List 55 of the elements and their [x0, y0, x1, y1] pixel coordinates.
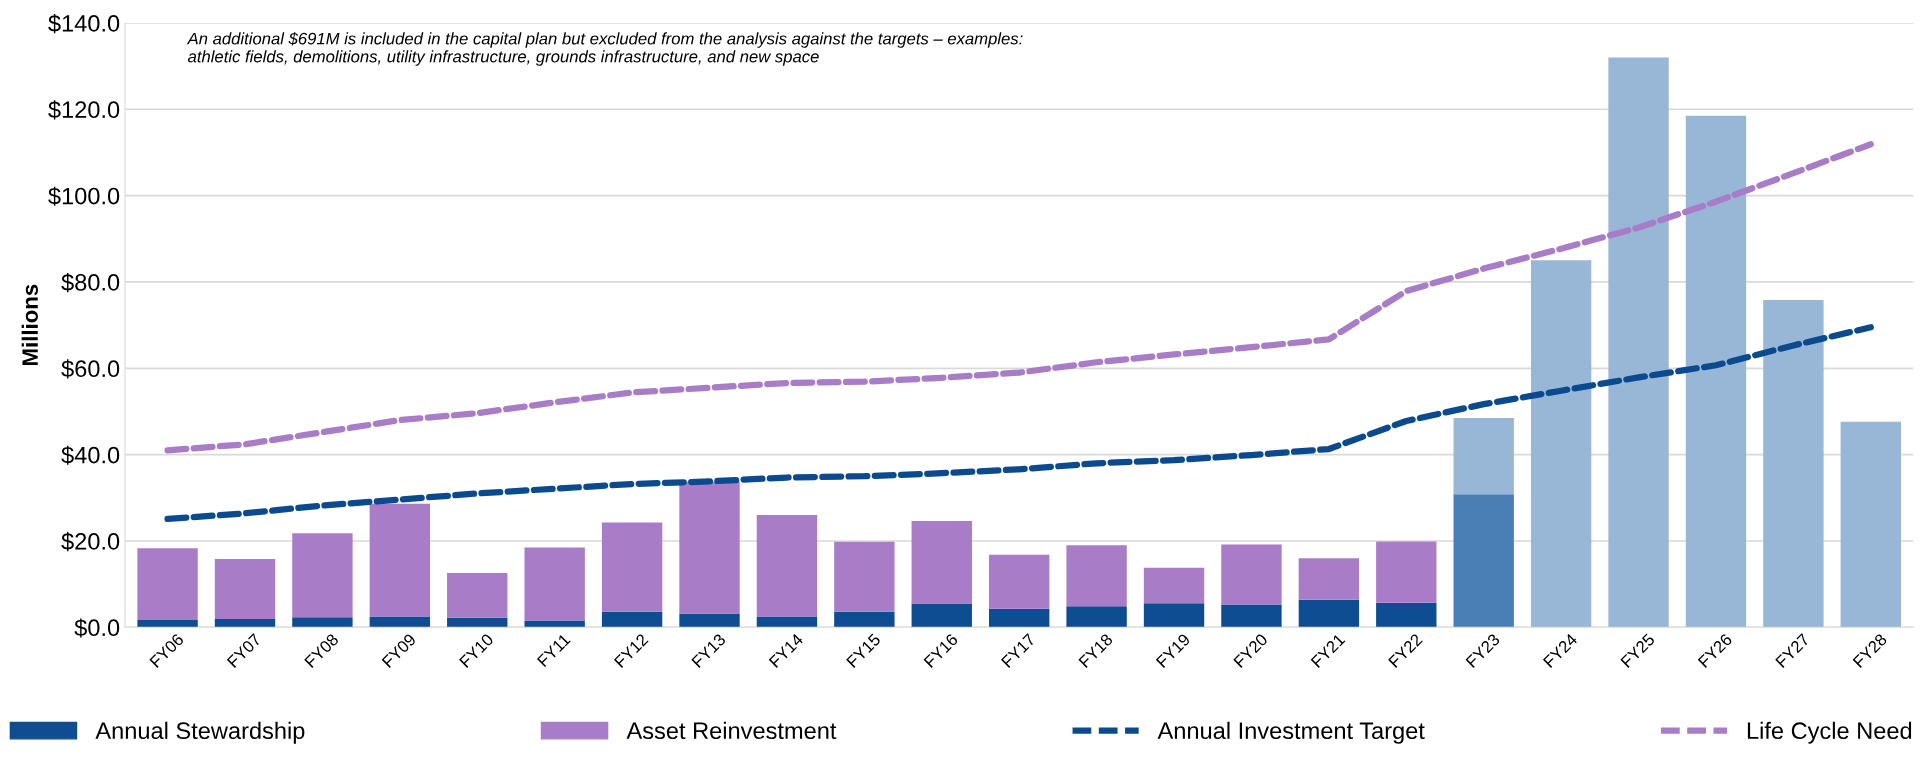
bar [911, 521, 972, 604]
bar [1376, 541, 1437, 603]
y-tick-label: $120.0 [48, 100, 120, 120]
bar [214, 559, 276, 620]
bar [292, 617, 353, 628]
bar [524, 620, 585, 628]
bar [1298, 558, 1360, 600]
bar [1453, 417, 1514, 495]
bar [1376, 602, 1437, 628]
bar [989, 608, 1050, 628]
bar [292, 533, 353, 618]
y-axis-title: Millions [21, 284, 38, 365]
bar [834, 541, 895, 612]
bar [1763, 300, 1824, 628]
legend-label: Annual Stewardship [95, 721, 305, 744]
bar [601, 611, 663, 628]
bar [1143, 567, 1205, 604]
bar [1840, 421, 1901, 628]
bar [369, 503, 431, 617]
bar [1143, 603, 1205, 628]
bar [989, 554, 1050, 609]
legend-label: Annual Investment Target [1157, 721, 1425, 744]
bar [1066, 545, 1127, 607]
bar [1608, 57, 1669, 628]
annotation: An additional $691M is included in the capital plan but excluded from the analysis against the targets – examples: athletic fields, demolitions, utility infrastructure, grounds infrastructure, and new space [186, 32, 1023, 66]
bar [679, 481, 740, 614]
bar [756, 515, 818, 617]
y-tick-label: $20.0 [61, 532, 120, 552]
bar [524, 547, 585, 621]
bar [1066, 606, 1127, 628]
bar [1221, 544, 1282, 605]
legend-label: Asset Reinvestment [626, 721, 837, 740]
bar [1298, 599, 1360, 628]
bar [447, 572, 508, 618]
bar [679, 613, 740, 628]
bar [1453, 494, 1514, 628]
bar [1530, 260, 1592, 628]
y-tick-label: $0.0 [74, 618, 120, 638]
bar [834, 611, 895, 628]
y-tick-label: $60.0 [61, 359, 120, 379]
legend-label: Life Cycle Need [1747, 721, 1912, 744]
bar [214, 619, 276, 628]
bar [756, 616, 818, 628]
bar [1221, 604, 1282, 628]
bar [1685, 115, 1747, 628]
bar [911, 603, 972, 628]
y-tick-label: $40.0 [61, 445, 120, 465]
bar [137, 548, 198, 620]
bar [137, 619, 198, 628]
y-tick-label: $100.0 [48, 186, 120, 206]
y-tick-label: $80.0 [61, 273, 120, 293]
bar [447, 617, 508, 628]
bar [369, 616, 431, 628]
bar [601, 522, 663, 612]
y-tick-label: $140.0 [48, 14, 120, 34]
